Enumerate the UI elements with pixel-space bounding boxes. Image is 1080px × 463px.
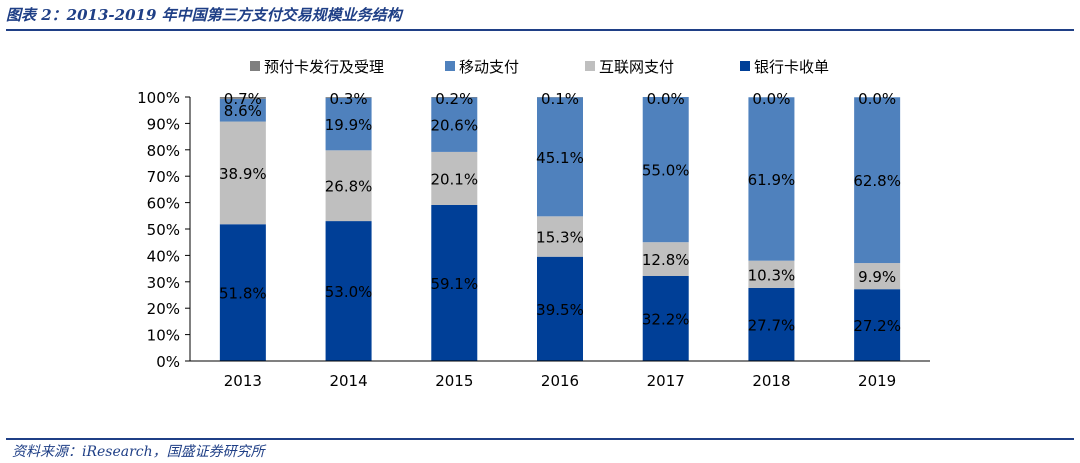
data-label: 26.8% <box>325 178 373 196</box>
bar-segment-internet <box>219 121 266 225</box>
y-tick-label: 30% <box>147 274 180 292</box>
bar-stack-2016 <box>537 97 583 361</box>
y-tick-label: 0% <box>156 353 180 371</box>
bar-segment-mobile <box>219 98 266 122</box>
bar-segment-mobile <box>642 97 689 243</box>
x-tick-label: 2017 <box>647 372 685 390</box>
bar-segment-prepaid <box>219 97 266 99</box>
data-label: 20.1% <box>430 170 478 188</box>
legend-swatch <box>250 61 260 71</box>
title-rule <box>6 29 1074 31</box>
data-label: 10.3% <box>748 266 796 284</box>
data-label: 53.0% <box>325 283 373 301</box>
bar-segment-mobile <box>431 97 478 152</box>
x-tick-label: 2016 <box>541 372 579 390</box>
x-axis: 2013 2014 2015 2016 2017 2018 2019 <box>190 360 930 390</box>
y-tick-label: 70% <box>147 168 180 186</box>
y-tick-label: 90% <box>147 115 180 133</box>
legend-item: 移动支付 <box>445 58 519 76</box>
y-tick-label: 20% <box>147 300 180 318</box>
bar-stack-2018 <box>748 97 795 361</box>
bar-stack-2019 <box>854 97 901 361</box>
bar-segment-bankcard <box>854 289 901 361</box>
bar-segment-internet <box>748 260 795 288</box>
bar-segment-bankcard <box>431 204 478 361</box>
data-label: 51.8% <box>219 285 267 303</box>
data-label: 9.9% <box>858 268 896 286</box>
data-label: 27.2% <box>853 317 901 335</box>
x-tick-label: 2014 <box>329 372 367 390</box>
bar-segment-internet <box>537 216 583 257</box>
legend-label: 预付卡发行及受理 <box>264 58 384 76</box>
data-label: 0.0% <box>858 90 896 108</box>
source-rule <box>6 438 1074 440</box>
bar-series <box>219 97 901 361</box>
legend-swatch <box>585 61 595 71</box>
data-label: 19.9% <box>325 116 373 134</box>
data-labels: 51.8% 38.9% 8.6%0.7% 53.0% 26.8% 19.9% 0.3% 59.… <box>219 90 901 335</box>
bar-stack-2014 <box>325 97 372 361</box>
data-label: 0.7% <box>224 90 262 108</box>
bar-segment-bankcard <box>642 275 689 361</box>
data-label: 0.0% <box>647 90 685 108</box>
y-tick-label: 100% <box>137 89 180 107</box>
legend-label: 移动支付 <box>459 58 519 76</box>
bar-segment-bankcard <box>325 221 372 361</box>
figure-title: 图表 2：2013-2019 年中国第三方支付交易规模业务结构 <box>6 6 402 24</box>
bar-stack-2013 <box>219 97 266 361</box>
data-label: 61.9% <box>748 171 796 189</box>
legend-item: 互联网支付 <box>585 58 674 76</box>
bar-segment-internet <box>642 242 689 276</box>
legend-label: 银行卡收单 <box>754 58 829 76</box>
legend-item: 预付卡发行及受理 <box>250 58 384 76</box>
y-tick-label: 40% <box>147 247 180 265</box>
x-tick-label: 2015 <box>435 372 473 390</box>
bar-segment-bankcard <box>537 256 583 361</box>
data-label: 39.5% <box>536 301 584 319</box>
bar-segment-mobile <box>325 97 372 151</box>
data-label: 38.9% <box>219 165 267 183</box>
data-label: 32.2% <box>642 310 690 328</box>
data-label: 20.6% <box>430 117 478 135</box>
bar-segment-mobile <box>854 97 901 264</box>
bar-stack-2017 <box>642 97 689 361</box>
legend-swatch <box>740 61 750 71</box>
y-axis: 0% 10% 20% 30% 40% 50% 60% 70% 80% 90% 100% <box>137 89 191 371</box>
source-note: 资料来源：iResearch，国盛证券研究所 <box>12 444 265 460</box>
data-label: 62.8% <box>853 172 901 190</box>
x-tick-label: 2018 <box>752 372 790 390</box>
data-label: 15.3% <box>536 229 584 247</box>
bar-segment-internet <box>325 150 372 222</box>
y-tick-label: 60% <box>147 195 180 213</box>
legend-swatch <box>445 61 455 71</box>
bar-segment-mobile <box>537 97 583 217</box>
bar-segment-prepaid <box>431 97 478 98</box>
x-tick-label: 2019 <box>858 372 896 390</box>
bar-segment-bankcard <box>748 287 795 361</box>
data-label: 0.2% <box>435 90 473 108</box>
data-label: 45.1% <box>536 149 584 167</box>
data-label: 12.8% <box>642 251 690 269</box>
data-label: 8.6% <box>224 102 262 120</box>
y-tick-label: 50% <box>147 221 180 239</box>
bar-segment-bankcard <box>219 224 266 361</box>
y-tick-label: 80% <box>147 142 180 160</box>
data-label: 27.7% <box>748 316 796 334</box>
chart-legend: 预付卡发行及受理 移动支付 互联网支付 银行卡收单 <box>250 58 829 76</box>
bar-segment-mobile <box>748 97 795 261</box>
bar-segment-internet <box>854 263 901 290</box>
data-label: 59.1% <box>430 275 478 293</box>
data-label: 0.3% <box>330 90 368 108</box>
bar-segment-internet <box>431 151 478 205</box>
x-tick-label: 2013 <box>224 372 262 390</box>
bar-stack-2015 <box>431 97 478 361</box>
legend-label: 互联网支付 <box>599 58 674 76</box>
data-label: 55.0% <box>642 162 690 180</box>
bar-segment-prepaid <box>325 97 372 98</box>
data-label: 0.0% <box>752 90 790 108</box>
y-tick-label: 10% <box>147 327 180 345</box>
legend-item: 银行卡收单 <box>740 58 829 76</box>
data-label: 0.1% <box>541 90 579 108</box>
